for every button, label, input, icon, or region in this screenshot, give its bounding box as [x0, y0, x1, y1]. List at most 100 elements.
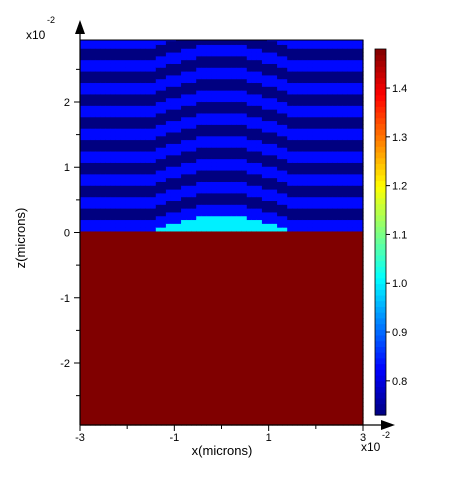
heatmap-cell [80, 71, 86, 76]
heatmap-cell [181, 97, 187, 103]
heatmap-cell [282, 63, 288, 68]
heatmap-cell [150, 356, 157, 361]
heatmap-cell [246, 219, 253, 224]
heatmap-cell [287, 394, 293, 399]
heatmap-cell [221, 97, 228, 103]
heatmap-cell [105, 74, 111, 80]
heatmap-cell [317, 371, 324, 377]
heatmap-cell [191, 394, 197, 399]
heatmap-cell [246, 166, 253, 171]
heatmap-cell [201, 367, 207, 373]
heatmap-cell [176, 116, 182, 122]
heatmap-cell [322, 413, 329, 418]
heatmap-cell [211, 287, 218, 293]
heatmap-cell [246, 341, 253, 346]
heatmap-cell [272, 341, 278, 346]
heatmap-cell [266, 143, 273, 148]
heatmap-cell [226, 158, 233, 163]
heatmap-cell [80, 82, 86, 87]
heatmap-cell [246, 249, 253, 255]
heatmap-cell [80, 219, 86, 224]
heatmap-cell [246, 276, 253, 281]
heatmap-cell [165, 109, 172, 114]
heatmap-cell [176, 173, 182, 179]
heatmap-cell [105, 257, 111, 262]
heatmap-cell [246, 40, 253, 42]
heatmap-cell [150, 59, 157, 64]
heatmap-cell [120, 124, 127, 129]
heatmap-cell [110, 219, 116, 224]
heatmap-cell [302, 371, 309, 377]
heatmap-cell [120, 398, 127, 403]
heatmap-cell [191, 44, 197, 49]
heatmap-cell [105, 93, 111, 99]
heatmap-cell [100, 105, 106, 110]
heatmap-cell [140, 128, 147, 133]
heatmap-cell [115, 287, 122, 293]
heatmap-cell [201, 150, 207, 156]
heatmap-cell [317, 337, 324, 342]
heatmap-cell [165, 40, 172, 42]
heatmap-cell [95, 177, 101, 182]
heatmap-cell [150, 162, 157, 167]
heatmap-cell [297, 337, 303, 342]
heatmap-cell [155, 143, 162, 148]
heatmap-cell [150, 413, 157, 418]
heatmap-cell [261, 90, 268, 95]
heatmap-cell [85, 112, 91, 118]
heatmap-cell [251, 173, 258, 179]
heatmap-cell [150, 82, 157, 87]
heatmap-cell [211, 307, 218, 312]
heatmap-cell [266, 105, 273, 110]
heatmap-cell [90, 204, 96, 209]
heatmap-cell [181, 242, 187, 247]
heatmap-cell [307, 71, 314, 76]
heatmap-cell [236, 390, 243, 396]
heatmap-cell [120, 74, 127, 80]
heatmap-cell [221, 189, 228, 194]
heatmap-cell [191, 120, 197, 125]
heatmap-cell [130, 67, 137, 72]
heatmap-cell [251, 390, 258, 396]
heatmap-cell [231, 375, 238, 380]
heatmap-cell [135, 356, 142, 361]
heatmap-cell [292, 345, 298, 350]
heatmap-cell [115, 390, 122, 396]
heatmap-cell [231, 383, 238, 388]
heatmap-cell [317, 196, 324, 202]
heatmap-cell [251, 185, 258, 190]
heatmap-cell [272, 192, 278, 198]
heatmap-cell [176, 97, 182, 103]
heatmap-cell [160, 63, 167, 68]
heatmap-cell [282, 135, 288, 141]
heatmap-cell [165, 169, 172, 175]
heatmap-cell [186, 44, 192, 49]
heatmap-cell [85, 276, 91, 281]
heatmap-cell [231, 51, 238, 57]
heatmap-cell [241, 398, 248, 403]
heatmap-cell [130, 74, 137, 80]
heatmap-cell [135, 173, 142, 179]
heatmap-cell [266, 394, 273, 399]
heatmap-cell [282, 90, 288, 95]
heatmap-cell [196, 86, 202, 91]
heatmap-cell [287, 44, 293, 49]
heatmap-cell [312, 116, 319, 122]
heatmap-cell [155, 310, 162, 316]
heatmap-cell [261, 417, 268, 422]
heatmap-cell [191, 223, 197, 228]
heatmap-cell [211, 101, 218, 106]
heatmap-cell [211, 109, 218, 114]
heatmap-cell [145, 371, 152, 377]
heatmap-cell [110, 51, 116, 57]
heatmap-cell [165, 78, 172, 84]
heatmap-cell [282, 219, 288, 224]
heatmap-cell [196, 40, 202, 42]
heatmap-cell [297, 291, 303, 297]
heatmap-cell [302, 196, 309, 202]
heatmap-cell [160, 40, 167, 45]
heatmap-cell [110, 55, 116, 61]
heatmap-cell [317, 166, 324, 171]
heatmap-cell [211, 390, 218, 396]
heatmap-cell [196, 287, 202, 293]
